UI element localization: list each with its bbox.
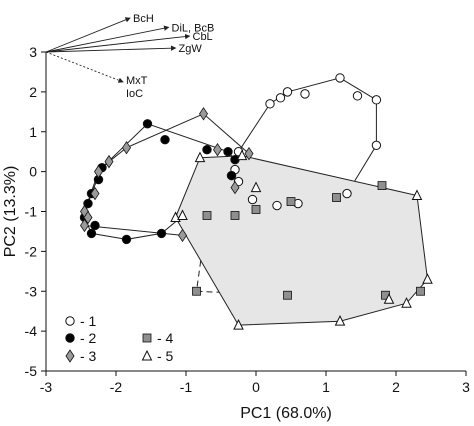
point-group-5-11 (383, 293, 395, 304)
point-group-4-10 (230, 211, 240, 220)
legend: - 1- 2 - 3 - 4 - 5 (65, 313, 174, 364)
y-tick-label-4: -2 (25, 243, 38, 259)
point-group-2-2 (223, 146, 233, 157)
point-group-4-1 (202, 211, 212, 220)
y-tick-label-2: -4 (25, 323, 38, 339)
legend-marker-4 (142, 333, 152, 343)
point-group-4-8 (283, 290, 292, 300)
point-group-3-5 (80, 218, 89, 233)
legend-marker-3 (65, 349, 75, 363)
legend-label-5: - 5 (157, 348, 174, 364)
point-group-2-9 (83, 198, 93, 209)
point-group-2-13 (160, 135, 170, 145)
x-tick-label-7: 3 (462, 379, 470, 395)
loading-vector-5 (45, 51, 124, 83)
point-group-1-2 (335, 73, 345, 83)
x-tick-label-5: 1 (322, 379, 330, 395)
point-group-3-4 (178, 228, 187, 243)
point-group-4-4 (332, 193, 341, 202)
loading-vector-label-1: BcH (133, 13, 154, 25)
x-axis-title: PC1 (68.0%) (240, 405, 332, 422)
point-group-1-8 (247, 194, 258, 205)
loading-vector-label-4: ZgW (179, 43, 203, 55)
point-group-1-1 (282, 87, 293, 97)
axes: -3 -2 -1 0 1 2 3 -5 -4 -3 -2 -1 0 1 2 3 PC1 (68.0%) PC2 (… (2, 44, 470, 422)
loading-vector-4 (45, 45, 177, 53)
x-tick-label-6: 2 (392, 379, 400, 395)
point-group-3-12 (83, 210, 93, 225)
y-tick-label-5: -1 (25, 204, 38, 220)
point-group-4-5 (377, 181, 387, 190)
point-group-3-11 (230, 180, 240, 195)
point-group-2-5 (156, 228, 167, 239)
y-tick-label-6: 0 (29, 164, 37, 180)
point-group-5-9 (177, 209, 188, 220)
point-group-3-2 (213, 142, 222, 157)
y-tick-label-3: -3 (25, 283, 38, 299)
legend-marker-1 (65, 316, 75, 326)
point-group-3-1 (199, 107, 208, 121)
point-group-5-10 (250, 181, 262, 193)
loading-vector-2 (45, 25, 170, 53)
y-tick-label-9: 3 (29, 44, 37, 60)
legend-marker-2 (65, 333, 75, 343)
point-group-3-10 (122, 140, 131, 155)
point-group-4-3 (286, 197, 296, 206)
point-group-3-9 (104, 154, 114, 169)
legend-label-4: - 4 (157, 330, 174, 346)
point-group-2-7 (86, 228, 97, 239)
point-group-4-2 (251, 205, 261, 214)
y-tick-label-8: 2 (29, 84, 37, 100)
point-group-1-7 (272, 200, 282, 211)
point-group-5-4 (422, 273, 433, 284)
legend-label-1: - 1 (80, 313, 97, 329)
point-group-2-14 (202, 144, 212, 155)
point-group-5-3 (411, 189, 423, 201)
point-group-2-4 (226, 170, 237, 181)
point-group-1-12 (265, 99, 275, 109)
loading-vector-3 (45, 33, 191, 53)
y-axis-title: PC2 (13.3%) (2, 166, 19, 258)
loading-vector-label-5: MxT IoC (126, 75, 148, 100)
data-points (79, 73, 433, 330)
loading-vector-1 (45, 17, 131, 53)
point-group-2-6 (121, 234, 132, 245)
point-group-5-2 (236, 149, 248, 161)
x-tick-label-1: -3 (40, 379, 53, 395)
x-tick-label-4: 0 (252, 379, 260, 395)
point-group-5-5 (401, 297, 412, 308)
point-group-2-15 (90, 220, 100, 231)
point-group-3-8 (94, 164, 103, 179)
point-group-2-1 (142, 119, 153, 129)
point-group-4-9 (192, 286, 201, 296)
x-tick-label-3: -1 (180, 379, 193, 395)
loading-vector-label-3: CbL (193, 31, 213, 43)
point-group-5-1 (194, 151, 206, 163)
point-group-1-13 (275, 93, 286, 103)
legend-label-2: - 2 (80, 330, 97, 346)
point-group-4-6 (416, 286, 425, 296)
loading-vector-label-2: DiL, BcB (172, 22, 215, 34)
point-group-3-7 (90, 186, 100, 201)
y-tick-label-7: 1 (29, 124, 37, 140)
point-group-5-6 (334, 315, 346, 326)
legend-marker-5 (141, 349, 153, 361)
point-group-5-7 (233, 319, 244, 330)
point-group-1-15 (352, 91, 363, 101)
point-group-1-14 (300, 89, 310, 99)
x-tick-label-2: -2 (110, 379, 123, 395)
point-group-1-3 (371, 95, 382, 105)
legend-label-3: - 3 (80, 348, 97, 364)
point-group-1-4 (371, 140, 382, 151)
point-group-3-3 (244, 146, 254, 161)
point-group-1-5 (342, 188, 352, 199)
y-tick-label-1: -5 (25, 363, 38, 379)
